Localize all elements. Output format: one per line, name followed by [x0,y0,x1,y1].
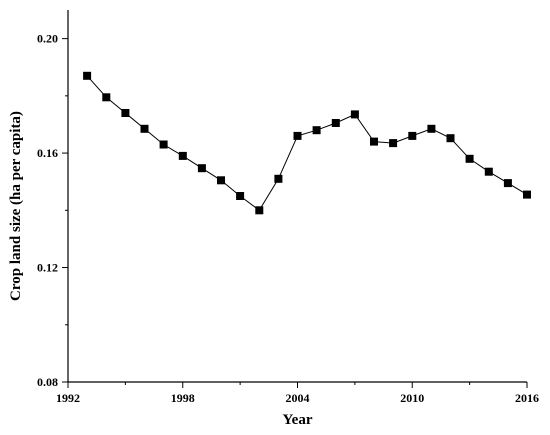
data-point [446,134,455,143]
data-point [236,192,245,200]
data-point [389,139,398,148]
data-point [293,131,302,140]
y-tick-label: 0.08 [37,375,58,389]
data-point [255,206,264,215]
x-tick-label: 1992 [56,391,80,405]
data-point [274,174,283,183]
data-point [83,71,92,80]
y-tick-label: 0.12 [37,261,58,275]
x-tick-label: 2004 [286,391,310,405]
data-point [484,167,493,176]
data-point [408,131,417,140]
y-tick-label: 0.16 [37,146,58,160]
data-point [350,110,359,119]
ticks [62,38,528,388]
x-tick-label: 2010 [400,391,424,405]
data-point [312,126,321,135]
data-point [217,176,225,185]
series-line [86,75,528,212]
data-point [427,124,436,133]
tick-labels: 1992 1998 2004 2010 2016 0.08 0.12 0.16 0.20 [37,32,539,405]
markers [83,71,531,215]
y-axis-title: Crop land size (ha per capita) [8,111,24,301]
data-point [331,119,340,127]
axes [67,10,527,383]
data-point [370,137,378,146]
y-tick-label: 0.20 [37,32,58,46]
x-tick-label: 1998 [171,391,195,405]
data-point [178,151,187,160]
data-point [102,93,111,102]
data-point [197,164,206,173]
data-point [140,124,149,133]
x-axis-title: Year [283,412,313,428]
data-point [503,179,512,188]
data-point [465,154,474,163]
data-point [121,109,130,117]
data-point [159,140,168,149]
x-tick-label: 2016 [515,391,539,405]
data-point [523,190,531,199]
